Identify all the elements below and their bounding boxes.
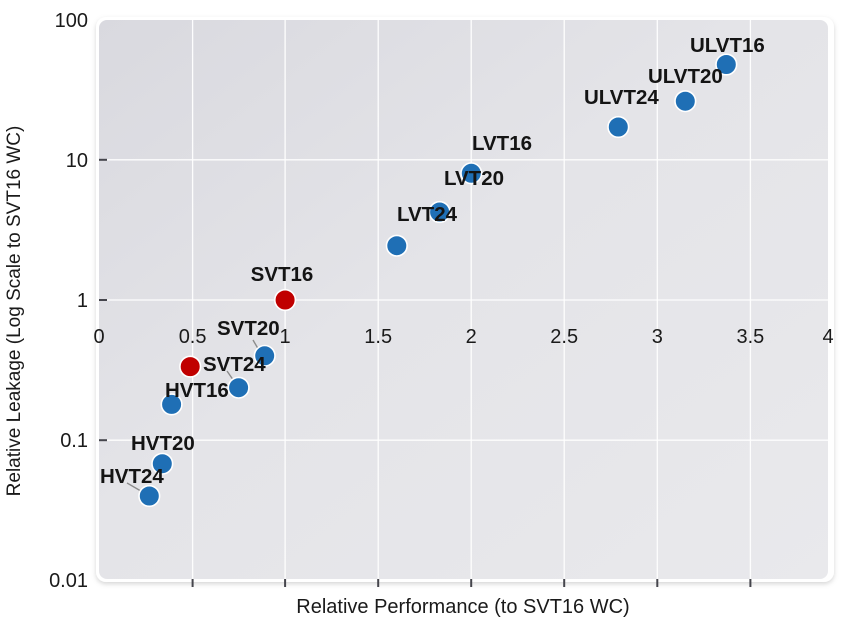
svg-text:0.1: 0.1 (60, 430, 88, 452)
svg-text:4: 4 (822, 326, 833, 348)
svg-text:ULVT20: ULVT20 (648, 65, 723, 88)
svg-text:2.5: 2.5 (550, 326, 578, 348)
svg-text:HVT20: HVT20 (131, 432, 195, 455)
svg-text:3.5: 3.5 (736, 326, 764, 348)
svg-text:HVT24: HVT24 (100, 465, 164, 488)
svg-text:10: 10 (66, 150, 88, 172)
svg-text:1.5: 1.5 (364, 326, 392, 348)
svg-text:1: 1 (77, 290, 88, 312)
svg-text:SVT16: SVT16 (251, 263, 314, 286)
svg-text:ULVT16: ULVT16 (690, 34, 765, 57)
svg-text:SVT20: SVT20 (217, 317, 280, 340)
svg-text:3: 3 (652, 326, 663, 348)
svg-text:Relative Leakage (Log Scale to: Relative Leakage (Log Scale to SVT16 WC) (4, 126, 25, 497)
svg-text:LVT24: LVT24 (397, 203, 458, 226)
svg-text:SVT24: SVT24 (203, 353, 266, 376)
svg-text:Relative Performance (to SVT16: Relative Performance (to SVT16 WC) (296, 596, 629, 618)
svg-text:LVT16: LVT16 (472, 132, 532, 155)
svg-text:HVT16: HVT16 (165, 379, 229, 402)
svg-text:LVT20: LVT20 (444, 167, 504, 190)
svg-text:1: 1 (280, 326, 291, 348)
svg-text:0: 0 (93, 326, 104, 348)
svg-text:100: 100 (55, 10, 88, 32)
svg-text:2: 2 (466, 326, 477, 348)
svg-text:0.5: 0.5 (179, 326, 207, 348)
svg-text:ULVT24: ULVT24 (584, 86, 659, 109)
svg-text:0.01: 0.01 (49, 570, 88, 592)
